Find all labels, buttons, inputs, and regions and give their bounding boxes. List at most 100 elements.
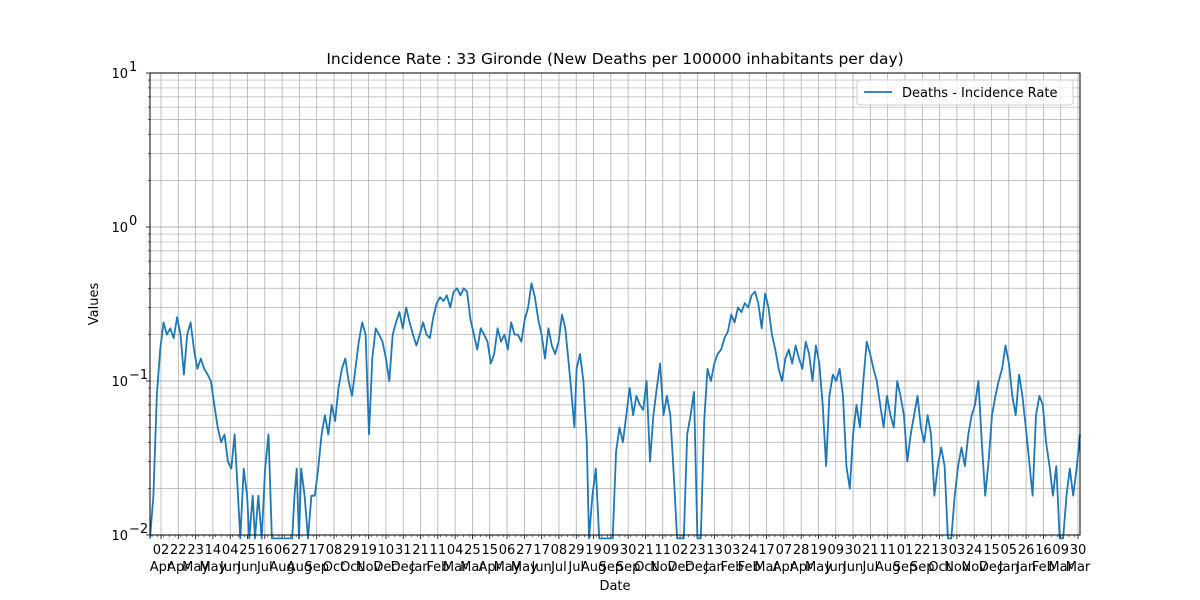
x-tick-label-month: Jan xyxy=(410,560,431,575)
x-tick-label-day: 02 xyxy=(672,543,689,558)
x-tick-label-month: Oct xyxy=(323,560,345,575)
x-tick-label-day: 27 xyxy=(291,543,308,558)
x-tick-label-month: Jul xyxy=(567,560,584,575)
x-tick-label-day: 27 xyxy=(516,543,533,558)
x-tick-label-month: Nov xyxy=(356,560,382,575)
x-tick-label-month: Mar xyxy=(1066,560,1091,575)
x-tick-label-month: Jun xyxy=(530,560,551,575)
legend: Deaths - Incidence Rate xyxy=(856,79,1074,106)
x-tick-label-day: 31 xyxy=(395,543,412,558)
x-tick-label-month: Oct xyxy=(928,560,950,575)
chart-title: Incidence Rate : 33 Gironde (New Deaths … xyxy=(326,50,903,68)
x-tick-label-month: Aug xyxy=(875,560,900,575)
plot-frame xyxy=(149,72,1081,536)
x-tick-label-month: Jul xyxy=(862,560,879,575)
x-tick-label-day: 04 xyxy=(222,543,239,558)
x-tick-label-day: 17 xyxy=(533,543,550,558)
x-tick-label-month: Jul xyxy=(256,560,273,575)
x-tick-label-month: Jun xyxy=(236,560,257,575)
x-tick-label-day: 05 xyxy=(1001,543,1018,558)
x-tick-label-month: Dec xyxy=(979,560,1004,575)
x-tick-label-month: Dec xyxy=(667,560,692,575)
x-tick-label-day: 11 xyxy=(879,543,896,558)
x-tick-label-day: 08 xyxy=(551,543,568,558)
x-axis-label: Date xyxy=(599,579,630,594)
x-tick-label-month: Oct xyxy=(340,560,362,575)
y-tick-label: 10 xyxy=(111,529,128,544)
x-tick-label-day: 02 xyxy=(153,543,170,558)
x-tick-label-month: Nov xyxy=(650,560,676,575)
x-tick-label-month: Mar xyxy=(1048,560,1073,575)
x-tick-label-month: Apr xyxy=(478,560,501,575)
legend-box xyxy=(856,79,1074,106)
x-tick-label-day: 21 xyxy=(412,543,429,558)
x-tick-label-month: Mar xyxy=(460,560,485,575)
x-tick-label-day: 15 xyxy=(983,543,1000,558)
x-tick-label-day: 11 xyxy=(654,543,671,558)
x-tick-label-month: Mar xyxy=(754,560,779,575)
x-tick-label-month: Apr xyxy=(790,560,813,575)
x-tick-label-day: 29 xyxy=(568,543,585,558)
y-tick-label: 10 xyxy=(111,375,128,390)
x-tick-label-day: 25 xyxy=(239,543,256,558)
x-tick-label-month: Oct xyxy=(634,560,656,575)
x-tick-label-month: Jun xyxy=(825,560,846,575)
x-tick-label-month: May xyxy=(182,560,209,575)
x-tick-label-day: 16 xyxy=(1035,543,1052,558)
x-tick-label-day: 26 xyxy=(1018,543,1035,558)
x-tick-label-day: 29 xyxy=(343,543,360,558)
y-tick-exponent: 0 xyxy=(129,214,137,229)
x-tick-label-month: Mar xyxy=(443,560,468,575)
x-axis: 02Apr22Apr23May14May04Jun25Jun16Jul06Aug… xyxy=(150,535,1091,575)
x-tick-label-day: 25 xyxy=(464,543,481,558)
grid xyxy=(150,73,1080,536)
x-tick-label-day: 13 xyxy=(706,543,723,558)
x-tick-label-month: Sep xyxy=(616,560,641,575)
x-tick-label-month: Nov xyxy=(944,560,970,575)
x-tick-label-day: 16 xyxy=(257,543,274,558)
x-tick-label-day: 06 xyxy=(499,543,516,558)
x-tick-label-month: Apr xyxy=(150,560,173,575)
x-tick-label-day: 24 xyxy=(966,543,983,558)
plot-area xyxy=(149,282,1081,540)
x-tick-label-month: Aug xyxy=(581,560,606,575)
x-tick-label-day: 23 xyxy=(689,543,706,558)
y-tick-exponent: −2 xyxy=(129,522,148,537)
x-tick-label-month: Dec xyxy=(391,560,416,575)
x-tick-label-day: 30 xyxy=(845,543,862,558)
x-tick-label-month: Jan xyxy=(1015,560,1036,575)
y-axis-label: Values xyxy=(87,283,102,326)
x-tick-label-day: 08 xyxy=(326,543,343,558)
x-tick-label-month: Jan xyxy=(704,560,725,575)
x-tick-label-month: Feb xyxy=(426,560,449,575)
x-tick-label-month: Apr xyxy=(167,560,190,575)
x-tick-label-day: 22 xyxy=(914,543,931,558)
x-tick-label-month: Feb xyxy=(720,560,743,575)
x-tick-label-day: 21 xyxy=(637,543,654,558)
x-tick-label-day: 21 xyxy=(862,543,879,558)
x-tick-label-month: Jan xyxy=(998,560,1019,575)
x-tick-label-month: Apr xyxy=(773,560,796,575)
x-tick-label-month: Sep xyxy=(599,560,624,575)
x-tick-label-day: 03 xyxy=(724,543,741,558)
x-tick-label-day: 19 xyxy=(810,543,827,558)
x-tick-label-day: 17 xyxy=(758,543,775,558)
x-tick-label-day: 14 xyxy=(205,543,222,558)
x-tick-label-day: 06 xyxy=(274,543,291,558)
y-tick-exponent: −1 xyxy=(129,368,148,383)
x-tick-label-month: Dec xyxy=(373,560,398,575)
x-tick-label-month: Sep xyxy=(304,560,329,575)
x-tick-label-day: 22 xyxy=(170,543,187,558)
x-tick-label-month: May xyxy=(805,560,832,575)
x-tick-label-day: 15 xyxy=(481,543,498,558)
x-tick-label-month: Dec xyxy=(685,560,710,575)
x-tick-label-month: Jun xyxy=(842,560,863,575)
x-tick-label-day: 07 xyxy=(776,543,793,558)
x-tick-label-day: 09 xyxy=(603,543,620,558)
x-tick-label-day: 11 xyxy=(430,543,447,558)
x-tick-label-day: 04 xyxy=(447,543,464,558)
x-tick-label-month: Aug xyxy=(269,560,294,575)
x-tick-label-day: 23 xyxy=(187,543,204,558)
x-tick-label-month: Jun xyxy=(219,560,240,575)
x-tick-label-day: 30 xyxy=(620,543,637,558)
